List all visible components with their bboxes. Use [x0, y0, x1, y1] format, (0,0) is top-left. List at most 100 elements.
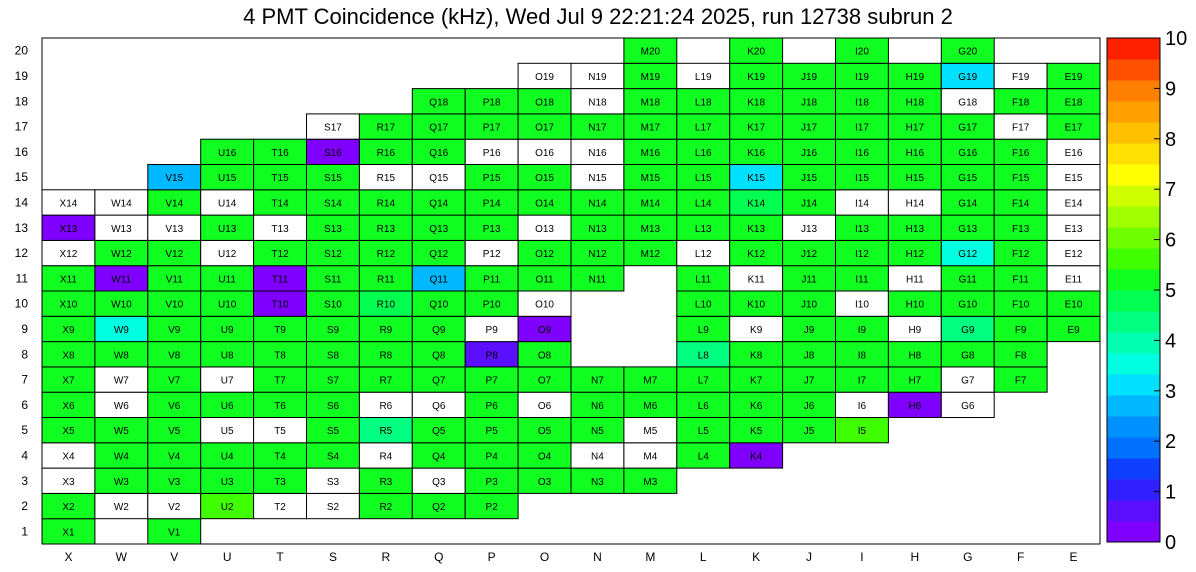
cell-label: E9 — [1067, 325, 1080, 336]
cell-R3: R3 — [358, 467, 413, 494]
cell-T8: T8 — [253, 341, 308, 368]
x-tick-label: U — [223, 550, 232, 564]
cell-label: V7 — [168, 376, 181, 387]
cell-rect — [306, 315, 360, 343]
cell-label: H19 — [906, 72, 925, 83]
cell-E15: E15 — [1046, 164, 1101, 191]
cell-rect — [41, 467, 96, 494]
cell-label: L19 — [695, 72, 712, 83]
cell-P16: P16 — [464, 138, 519, 165]
cell-label: O17 — [535, 123, 554, 134]
cell-K8: K8 — [729, 341, 784, 368]
cell-rect — [887, 88, 942, 115]
cell-N18: N18 — [570, 88, 625, 115]
cell-label: S13 — [324, 224, 342, 235]
cell-Q14: Q14 — [411, 189, 466, 216]
cell-W2: W2 — [94, 492, 149, 520]
cell-U15: U15 — [200, 164, 255, 191]
cell-rect — [623, 467, 678, 494]
cell-H17: H17 — [887, 113, 942, 140]
colorbar-segment — [1107, 332, 1160, 354]
cell-label: X14 — [60, 198, 78, 209]
cell-rect — [1046, 88, 1101, 115]
cell-label: H8 — [908, 350, 921, 361]
cell-label: H14 — [906, 198, 925, 209]
cell-S11: S11 — [306, 265, 360, 292]
cell-label: V9 — [168, 325, 181, 336]
y-tick-label: 6 — [21, 398, 28, 412]
cell-U3: U3 — [200, 467, 255, 494]
cell-rect — [676, 189, 731, 216]
cell-X7: X7 — [41, 366, 96, 393]
y-tick-label: 17 — [15, 120, 29, 134]
cell-label: P16 — [483, 148, 501, 159]
cell-O12: O12 — [517, 239, 572, 267]
cell-rect — [358, 315, 413, 343]
cell-label: L13 — [695, 224, 712, 235]
cell-label: V10 — [165, 300, 183, 311]
cell-E19: E19 — [1046, 62, 1101, 90]
colorbar-tick-label: 9 — [1165, 78, 1176, 100]
cell-label: N6 — [591, 401, 604, 412]
cell-rect — [464, 341, 519, 368]
cell-rect — [464, 138, 519, 165]
cell-label: K19 — [747, 72, 765, 83]
cell-label: P12 — [483, 249, 501, 260]
cell-rect — [835, 113, 889, 140]
x-tick-label: O — [540, 550, 549, 564]
cell-label: U2 — [221, 502, 234, 513]
cell-label: G12 — [958, 249, 977, 260]
x-tick-label: F — [1017, 550, 1024, 564]
cell-label: E11 — [1065, 274, 1082, 285]
cell-K18: K18 — [729, 88, 784, 115]
cell-label: S17 — [324, 123, 342, 134]
cell-V6: V6 — [147, 391, 202, 419]
cell-label: Q16 — [429, 148, 448, 159]
cell-M7: M7 — [623, 366, 678, 393]
cell-label: I10 — [855, 300, 869, 311]
cell-label: U3 — [221, 477, 234, 488]
cell-label: V3 — [168, 477, 181, 488]
cell-label: P4 — [486, 451, 499, 462]
cell-label: Q4 — [432, 451, 446, 462]
x-tick-label: H — [911, 550, 920, 564]
cell-rect — [200, 467, 255, 494]
cell-J15: J15 — [782, 164, 836, 191]
cell-rect — [729, 290, 784, 317]
cell-label: J17 — [801, 123, 818, 134]
cell-O8: O8 — [517, 341, 572, 368]
cell-rect — [623, 417, 678, 444]
cell-I20: I20 — [835, 37, 889, 64]
cell-L5: L5 — [676, 417, 731, 444]
cell-label: J7 — [804, 376, 815, 387]
cell-label: O10 — [535, 300, 554, 311]
cell-label: N5 — [591, 426, 604, 437]
cell-label: O19 — [535, 72, 554, 83]
cell-label: E17 — [1065, 123, 1083, 134]
cell-K12: K12 — [729, 239, 784, 267]
cell-rect — [517, 341, 572, 368]
cell-J11: J11 — [782, 265, 836, 292]
cell-label: U13 — [218, 224, 237, 235]
cell-X13: X13 — [41, 214, 96, 241]
cell-R15: R15 — [358, 164, 413, 191]
cell-Q11: Q11 — [411, 265, 466, 292]
cell-F9: F9 — [993, 315, 1048, 343]
cell-label: T2 — [274, 502, 286, 513]
cell-T9: T9 — [253, 315, 308, 343]
y-tick-label: 19 — [15, 69, 29, 83]
cell-O19: O19 — [517, 62, 572, 90]
cell-rect — [887, 265, 942, 292]
cell-label: F10 — [1012, 300, 1030, 311]
cell-I17: I17 — [835, 113, 889, 140]
cell-label: E18 — [1065, 97, 1083, 108]
cell-rect — [517, 290, 572, 317]
cell-T7: T7 — [253, 366, 308, 393]
cell-N5: N5 — [570, 417, 625, 444]
cell-M14: M14 — [623, 189, 678, 216]
cell-label: O3 — [538, 477, 552, 488]
cell-rect — [623, 189, 678, 216]
cell-I12: I12 — [835, 239, 889, 267]
cell-label: K10 — [747, 300, 765, 311]
cell-R17: R17 — [358, 113, 413, 140]
